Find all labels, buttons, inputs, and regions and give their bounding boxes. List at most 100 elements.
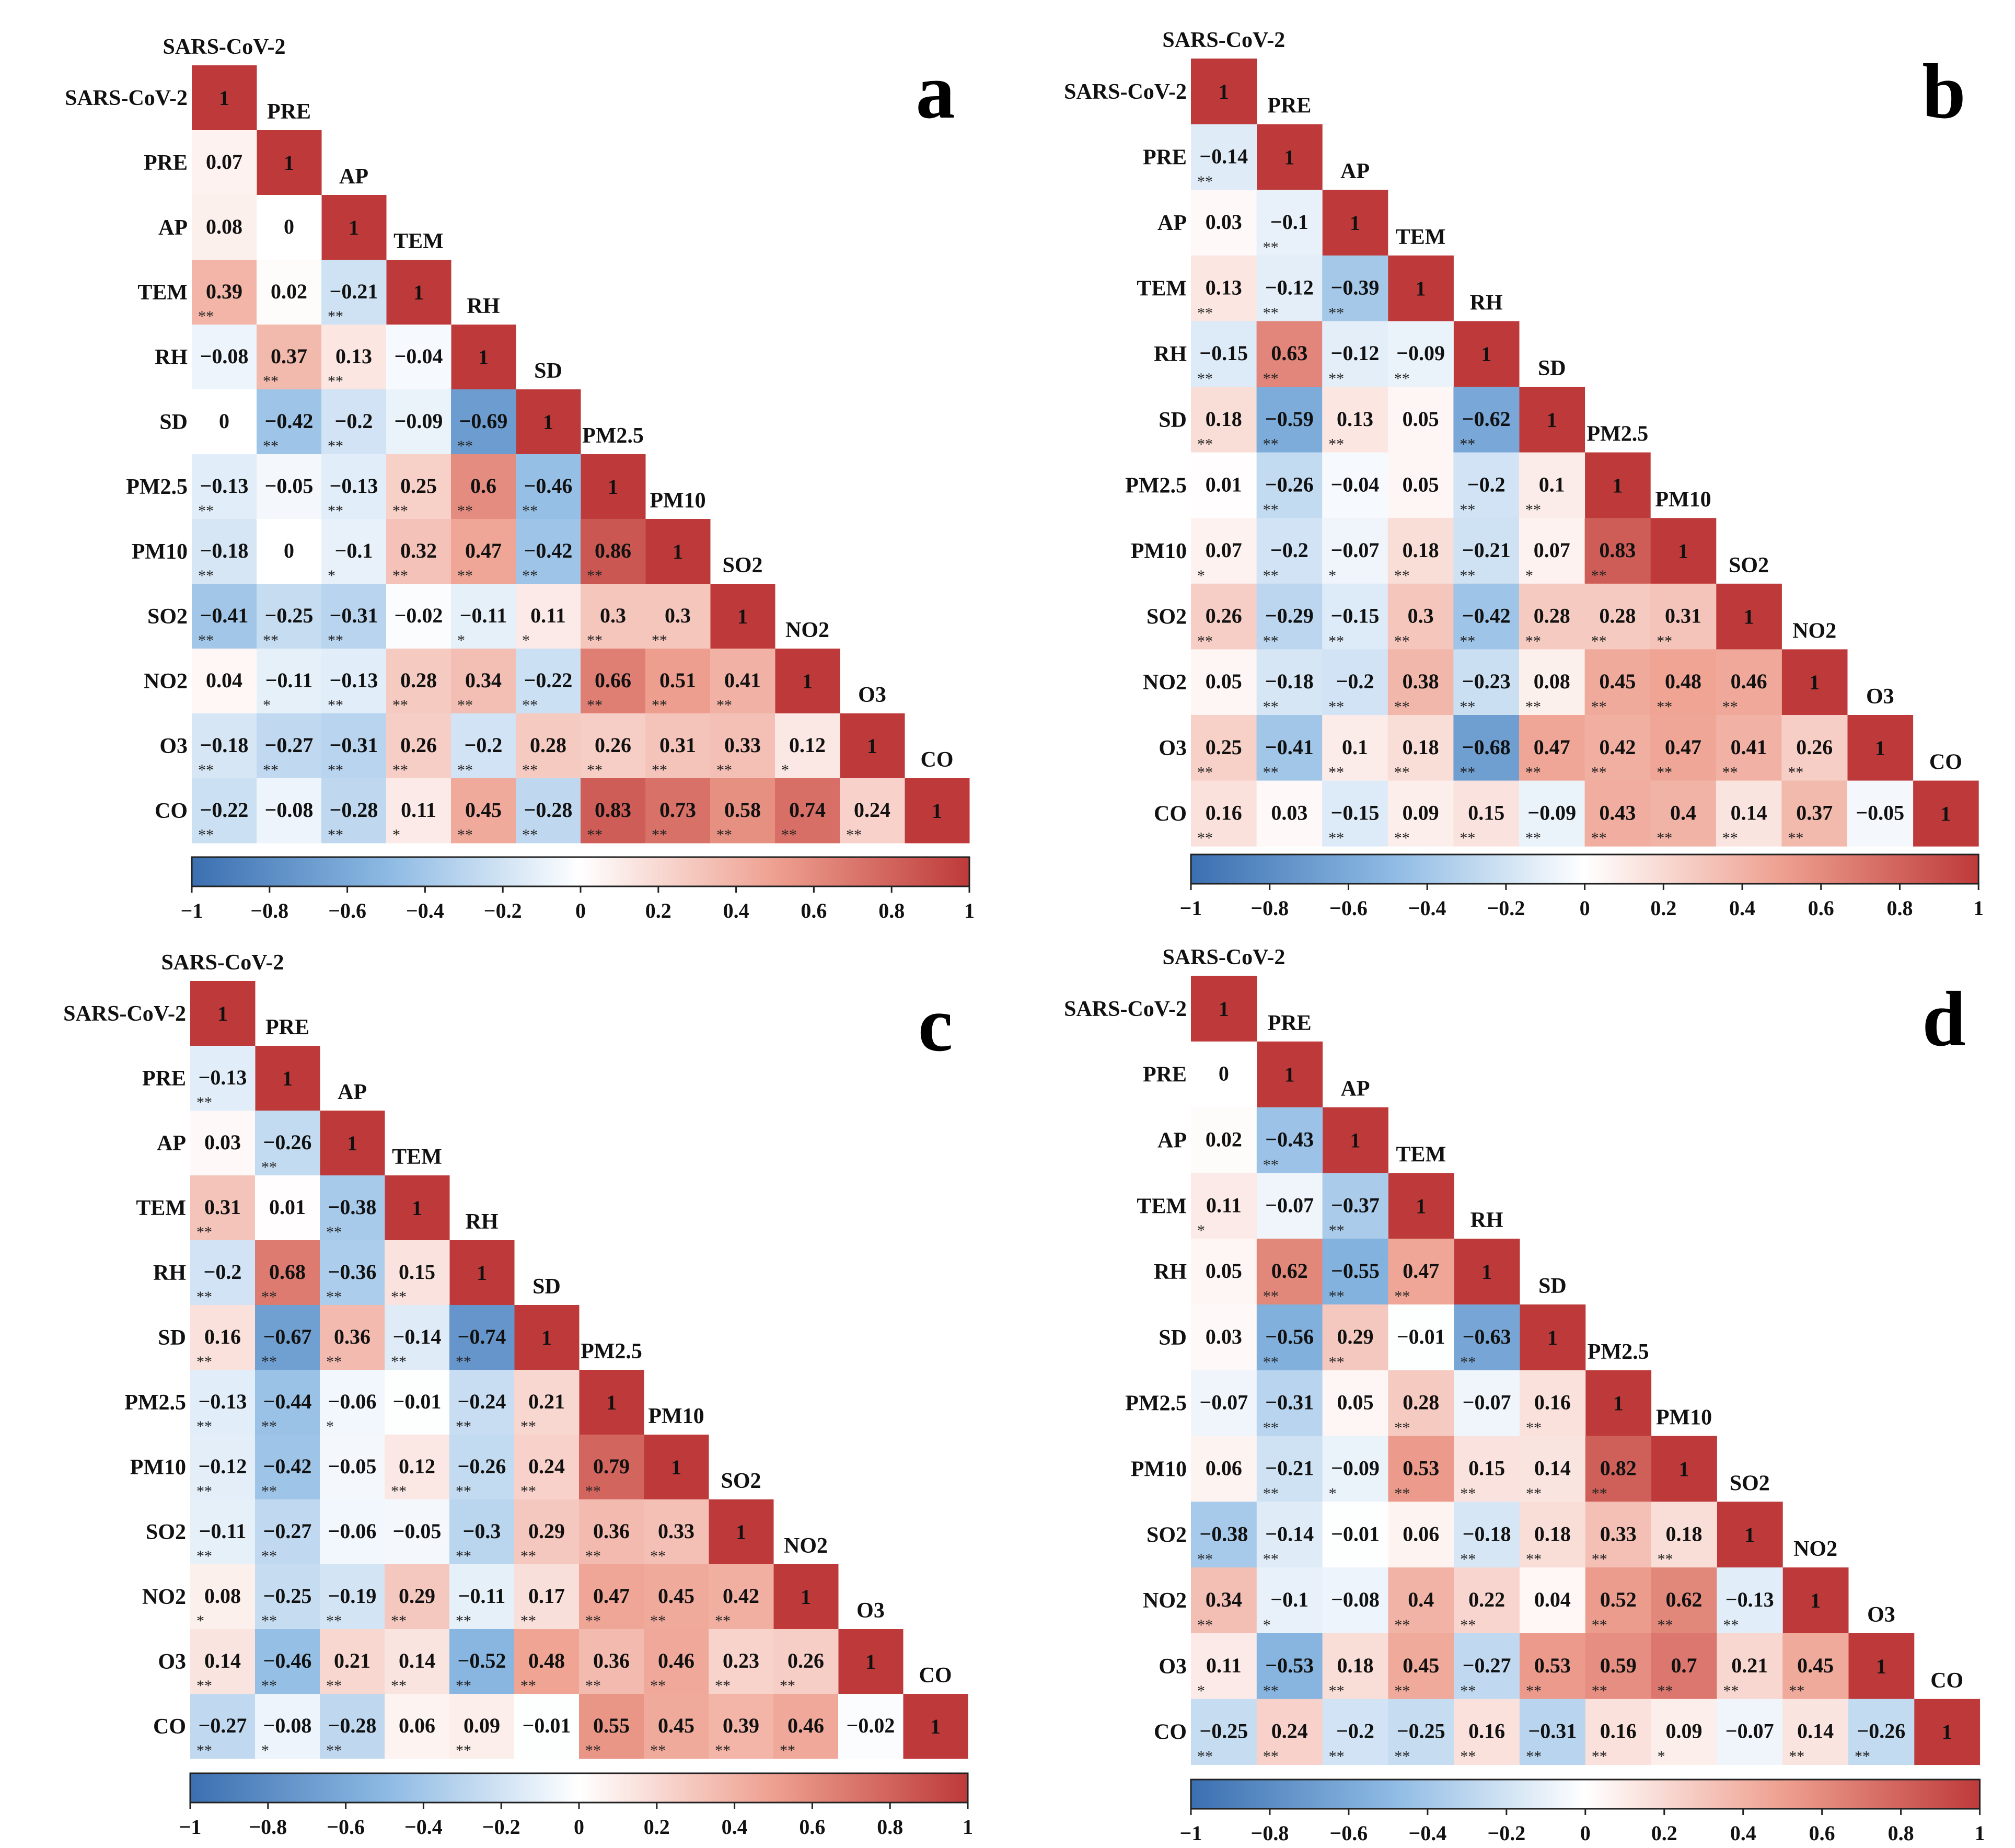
cell-value: 0.47: [1403, 1259, 1439, 1283]
heatmap-cell: [386, 713, 451, 779]
significance-stars: **: [716, 826, 732, 844]
cell-value: 1: [1284, 1063, 1295, 1087]
heatmap-cell: [451, 519, 516, 584]
cell-value: 0.42: [723, 1584, 759, 1608]
significance-stars: **: [198, 632, 214, 649]
cell-value: −0.02: [395, 604, 443, 627]
significance-stars: **: [1526, 1485, 1542, 1502]
cell-value: −0.28: [524, 798, 573, 822]
heatmap-cell: [1453, 387, 1520, 453]
heatmap-cell: [1322, 1567, 1388, 1634]
significance-stars: **: [520, 1418, 536, 1435]
heatmap-cell-diagonal: [1322, 1107, 1388, 1173]
heatmap-cell-diagonal: [1454, 1239, 1520, 1305]
significance-stars: **: [652, 632, 667, 649]
significance-stars: **: [1394, 370, 1410, 387]
heatmap-cell: [1388, 1633, 1454, 1700]
cell-value: 0.26: [1796, 735, 1833, 759]
heatmap-cell: [1256, 1567, 1323, 1634]
cell-value: −0.2: [204, 1260, 242, 1284]
significance-stars: **: [457, 567, 473, 584]
heatmap-cell: [1650, 649, 1717, 715]
cell-value: −0.13: [199, 1390, 247, 1413]
heatmap-cell: [321, 519, 387, 584]
cell-value: −0.28: [330, 798, 378, 822]
cell-value: 0.82: [1600, 1457, 1637, 1480]
heatmap-cell: [1519, 649, 1585, 715]
heatmap-cell-diagonal: [321, 195, 387, 260]
heatmap-cell: [1191, 1107, 1257, 1173]
cell-value: 0.51: [659, 668, 696, 692]
significance-stars: *: [328, 567, 335, 584]
cell-value: −0.25: [265, 604, 314, 627]
heatmap-cell: [1651, 1567, 1717, 1634]
cell-value: 0.22: [1468, 1588, 1505, 1611]
heatmap-cell-diagonal: [710, 584, 775, 649]
cell-value: −0.13: [330, 474, 378, 498]
cell-value: −0.53: [1265, 1654, 1314, 1677]
heatmap-cell: [1322, 1173, 1388, 1239]
significance-stars: *: [457, 632, 465, 649]
colorbar-tick-label: 0: [1580, 1821, 1591, 1845]
row-label: PM2.5: [1125, 1392, 1187, 1416]
cell-value: 1: [1612, 473, 1623, 497]
cell-value: 0.46: [1731, 669, 1767, 693]
significance-stars: **: [1591, 698, 1607, 715]
cell-value: −0.26: [263, 1130, 312, 1154]
cell-value: −0.38: [328, 1195, 377, 1219]
significance-stars: **: [587, 761, 603, 779]
heatmap-cell: [1322, 780, 1388, 847]
cell-value: 1: [217, 1002, 228, 1025]
significance-stars: **: [196, 1547, 212, 1565]
cell-value: 1: [1350, 211, 1360, 235]
cell-value: −0.21: [1265, 1457, 1314, 1480]
significance-stars: **: [1591, 829, 1607, 847]
significance-stars: **: [1263, 370, 1279, 387]
significance-stars: *: [1197, 1222, 1205, 1239]
cell-value: −0.2: [465, 733, 503, 757]
significance-stars: **: [585, 1677, 601, 1694]
significance-stars: **: [391, 1483, 407, 1500]
heatmap-cell: [1585, 1502, 1652, 1568]
cell-value: 0.13: [1206, 276, 1242, 299]
heatmap-cell: [255, 1564, 320, 1630]
cell-value: 0.45: [1403, 1654, 1439, 1677]
cell-value: 1: [1809, 671, 1820, 694]
cell-value: 0.37: [1796, 801, 1833, 824]
heatmap-cell: [451, 649, 516, 714]
colorbar-tick-label: −0.8: [1250, 896, 1289, 920]
significance-stars: **: [457, 826, 473, 844]
cell-value: −0.38: [1200, 1522, 1248, 1545]
heatmap-cell: [190, 1240, 256, 1306]
heatmap-cell: [579, 1564, 644, 1630]
cell-value: −0.09: [395, 409, 443, 433]
cell-value: 0.12: [789, 733, 826, 757]
heatmap-cell: [1388, 1239, 1454, 1305]
significance-stars: **: [520, 1612, 536, 1630]
significance-stars: **: [1197, 304, 1213, 321]
cell-value: −0.01: [523, 1714, 571, 1737]
cell-value: −0.44: [263, 1390, 312, 1413]
column-label: SO2: [722, 553, 762, 578]
heatmap-cell-diagonal: [775, 649, 840, 714]
significance-stars: **: [587, 826, 603, 844]
heatmap-cell: [838, 1694, 904, 1759]
row-label: PM10: [1131, 539, 1187, 563]
significance-stars: **: [1263, 501, 1279, 518]
cell-value: 0.62: [1666, 1588, 1703, 1611]
cell-value: 0.25: [400, 474, 437, 498]
column-label: O3: [1867, 1603, 1895, 1627]
heatmap-cell: [1454, 1567, 1520, 1634]
colorbar-tick-label: 0.8: [877, 1815, 903, 1839]
significance-stars: **: [1723, 1682, 1739, 1700]
significance-stars: **: [1592, 1748, 1607, 1765]
column-label: NO2: [784, 1534, 828, 1558]
row-label: PRE: [1143, 145, 1187, 169]
cell-value: 0.14: [204, 1649, 241, 1672]
cell-value: −0.1: [335, 539, 373, 562]
heatmap-cell: [192, 778, 257, 844]
heatmap-cell: [449, 1564, 515, 1630]
heatmap-cell: [514, 1370, 580, 1435]
cell-value: −0.07: [1726, 1719, 1774, 1743]
